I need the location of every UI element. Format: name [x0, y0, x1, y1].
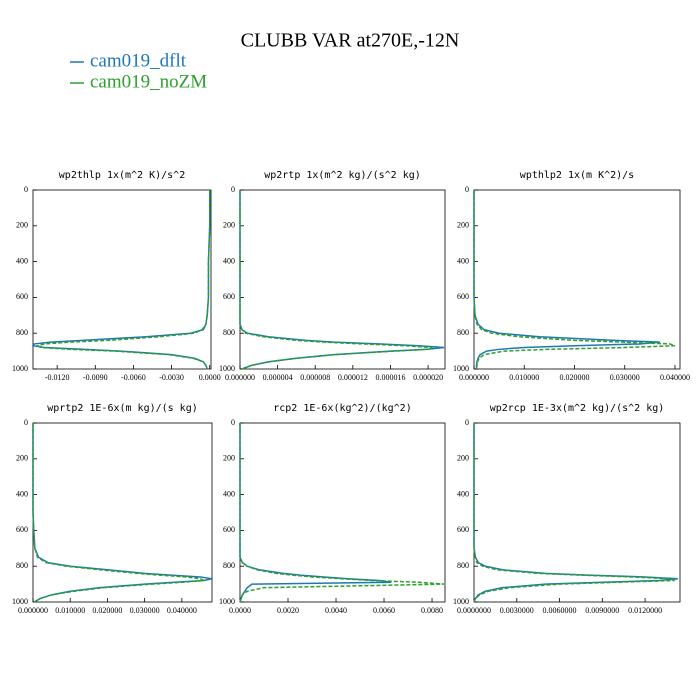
- x-tick-label: 0.000000: [459, 373, 489, 382]
- x-tick-label: 0.0090000: [585, 606, 619, 615]
- y-tick-label: 400: [457, 256, 469, 265]
- figure-title: CLUBB VAR at270E,-12N: [241, 30, 460, 52]
- x-tick-label: 0.010000: [509, 373, 539, 382]
- profile-line: [239, 190, 434, 370]
- y-tick-label: 200: [223, 221, 235, 230]
- profile-line: [239, 423, 445, 603]
- y-tick-label: 200: [457, 454, 469, 463]
- x-tick-label: 0.0040: [325, 606, 347, 615]
- x-tick-label: 0.020000: [92, 606, 122, 615]
- x-tick-label: 0.030000: [610, 373, 640, 382]
- y-tick-label: 600: [457, 525, 469, 534]
- x-tick-label: 0.000008: [300, 373, 330, 382]
- y-tick-label: 600: [223, 525, 235, 534]
- profile-line: [32, 423, 208, 603]
- y-tick-label: 200: [457, 221, 469, 230]
- y-tick-label: 0: [231, 418, 235, 427]
- y-tick-label: 200: [223, 454, 235, 463]
- y-tick-label: 600: [223, 292, 235, 301]
- y-tick-label: 800: [223, 328, 235, 337]
- panel-title: wp2rtp 1x(m^2 kg)/(s^2 kg): [264, 170, 421, 181]
- legend-label: cam019_noZM: [90, 71, 207, 92]
- plot-frame: [32, 422, 213, 603]
- y-tick-label: 1000: [12, 597, 28, 606]
- x-tick-label: 0.0000000: [457, 606, 491, 615]
- y-tick-label: 1000: [219, 364, 235, 373]
- x-tick-label: 0.000020: [413, 373, 443, 382]
- x-tick-label: 0.0120000: [628, 606, 662, 615]
- x-tick-label: 0.010000: [55, 606, 85, 615]
- y-tick-label: 800: [16, 561, 28, 570]
- panel-title: wp2rcp 1E-3x(m^2 kg)/(s^2 kg): [490, 403, 665, 414]
- y-tick-label: 400: [457, 489, 469, 498]
- legend-label: cam019_dflt: [90, 50, 187, 71]
- y-tick-label: 400: [16, 256, 28, 265]
- y-tick-label: 1000: [12, 364, 28, 373]
- panel-title: rcp2 1E-6x(kg^2)/(kg^2): [273, 403, 411, 414]
- profile-line: [32, 423, 212, 603]
- x-tick-label: 0.0060000: [543, 606, 577, 615]
- panel-title: wp2thlp 1x(m^2 K)/s^2: [59, 170, 185, 181]
- x-tick-label: 0.0030000: [500, 606, 534, 615]
- x-tick-label: 0.000000: [18, 606, 48, 615]
- y-tick-label: 600: [457, 292, 469, 301]
- x-tick-label: 0.0000: [229, 606, 251, 615]
- x-tick-label: 0.0020: [277, 606, 299, 615]
- x-tick-label: 0.040000: [660, 373, 690, 382]
- x-tick-label: 0.020000: [559, 373, 589, 382]
- x-tick-label: 0.030000: [130, 606, 160, 615]
- x-tick-label: -0.0060: [121, 373, 146, 382]
- panel-title: wpthlp2 1x(m K^2)/s: [520, 170, 634, 181]
- x-tick-label: -0.0090: [83, 373, 108, 382]
- profile-line: [473, 190, 660, 369]
- y-tick-label: 0: [465, 418, 469, 427]
- y-tick-label: 400: [223, 256, 235, 265]
- x-tick-label: 0.0060: [373, 606, 395, 615]
- y-tick-label: 1000: [453, 364, 469, 373]
- plot-frame: [32, 189, 212, 370]
- profile-line: [239, 423, 392, 603]
- x-tick-label: 0.000016: [375, 373, 405, 382]
- x-tick-label: -0.0120: [45, 373, 70, 382]
- x-tick-label: -0.0030: [159, 373, 184, 382]
- panel-title: wprtp2 1E-6x(m kg)/(s kg): [47, 403, 198, 414]
- profile-line: [473, 190, 676, 370]
- y-tick-label: 600: [16, 525, 28, 534]
- x-tick-label: 0.0000: [199, 373, 221, 382]
- x-tick-label: 0.000000: [225, 373, 255, 382]
- x-tick-label: 0.000012: [338, 373, 368, 382]
- y-tick-label: 800: [457, 328, 469, 337]
- y-tick-label: 600: [16, 292, 28, 301]
- y-tick-label: 1000: [453, 597, 469, 606]
- y-tick-label: 800: [457, 561, 469, 570]
- y-tick-label: 800: [223, 561, 235, 570]
- plot-frame: [239, 422, 446, 603]
- y-tick-label: 0: [24, 185, 28, 194]
- profile-line: [36, 190, 211, 370]
- x-tick-label: 0.000004: [263, 373, 293, 382]
- y-tick-label: 0: [231, 185, 235, 194]
- y-tick-label: 400: [16, 489, 28, 498]
- y-tick-label: 0: [24, 418, 28, 427]
- x-tick-label: 0.0080: [421, 606, 443, 615]
- y-tick-label: 800: [16, 328, 28, 337]
- y-tick-label: 200: [16, 221, 28, 230]
- y-tick-label: 0: [465, 185, 469, 194]
- profile-line: [239, 190, 445, 370]
- x-tick-label: 0.040000: [167, 606, 197, 615]
- profile-line: [473, 423, 677, 603]
- y-tick-label: 200: [16, 454, 28, 463]
- y-tick-label: 400: [223, 489, 235, 498]
- y-tick-label: 1000: [219, 597, 235, 606]
